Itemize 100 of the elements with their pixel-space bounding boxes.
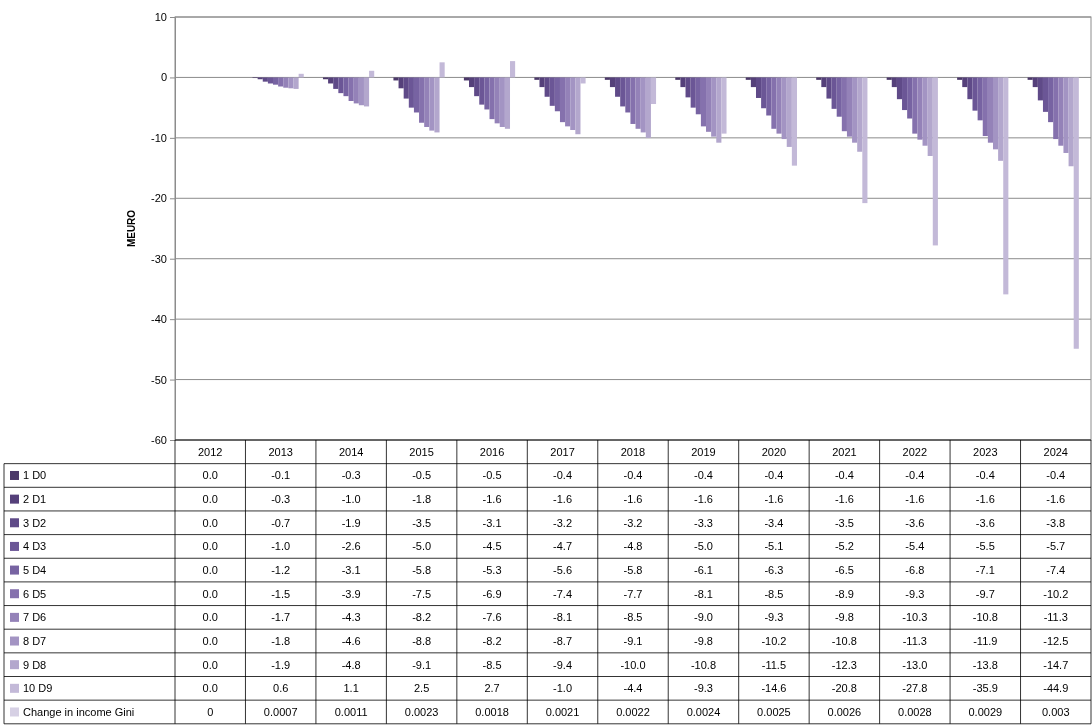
data-label: -10.8	[831, 635, 857, 648]
x-tick-label: 2017	[550, 445, 575, 458]
data-label: -9.3	[905, 587, 925, 600]
legend-label: Change in income Gini	[23, 705, 135, 718]
y-tick-label: -10	[151, 131, 167, 144]
bar	[439, 62, 445, 78]
bar	[987, 77, 993, 143]
data-label: -9.3	[764, 611, 784, 624]
bar	[267, 77, 274, 84]
data-label: -0.1	[271, 469, 291, 482]
data-label: -0.4	[623, 469, 643, 482]
bar	[559, 77, 566, 123]
bar	[650, 77, 657, 105]
bar	[680, 77, 686, 88]
bar	[604, 77, 610, 80]
bar	[358, 77, 364, 106]
bar	[1042, 77, 1049, 112]
bar	[1053, 77, 1059, 140]
y-tick-label: -30	[151, 252, 167, 265]
legend-label: 7 D6	[23, 611, 47, 624]
data-label: -9.4	[553, 658, 573, 671]
bar	[1063, 77, 1069, 153]
x-tick-label: 2014	[338, 445, 364, 458]
data-label: 0.0	[202, 635, 218, 648]
data-label: 0.0024	[686, 705, 721, 718]
data-label: 0.0021	[545, 705, 580, 718]
data-label: -6.9	[482, 587, 502, 600]
bar	[333, 77, 339, 89]
data-label: -1.9	[341, 516, 361, 529]
data-label: -0.3	[271, 493, 291, 506]
data-label: -0.4	[905, 469, 925, 482]
x-tick-label: 2020	[761, 445, 787, 458]
bar	[273, 77, 279, 85]
data-label: -3.1	[341, 564, 361, 577]
bar	[836, 77, 842, 117]
data-label: -0.5	[412, 469, 432, 482]
bar	[781, 77, 787, 140]
bar	[1073, 77, 1079, 349]
bar	[615, 77, 621, 97]
data-label: -8.1	[693, 587, 713, 600]
data-label: -1.6	[1046, 493, 1066, 506]
data-label: 0.0011	[334, 705, 368, 718]
legend-label: 10 D9	[23, 682, 53, 695]
data-label: -3.6	[905, 516, 925, 529]
data-label: -3.1	[482, 516, 502, 529]
bar	[695, 77, 701, 115]
data-label: -9.0	[693, 611, 713, 624]
bar	[1068, 77, 1074, 167]
data-label: -1.0	[271, 540, 291, 553]
bar	[857, 77, 863, 152]
data-label: 0.0	[202, 564, 218, 577]
x-tick-label: 2015	[409, 445, 434, 458]
bar	[580, 77, 586, 84]
data-label: -5.4	[905, 540, 925, 553]
bar	[716, 77, 722, 143]
bar	[469, 77, 475, 88]
data-label: -7.4	[553, 587, 573, 600]
bar	[721, 77, 727, 134]
bar	[1003, 77, 1009, 295]
bar	[625, 77, 631, 113]
data-label: -10.8	[690, 658, 716, 671]
bar	[1058, 77, 1064, 146]
data-label: -1.8	[271, 635, 291, 648]
data-label: -1.6	[834, 493, 854, 506]
data-label: -8.7	[553, 635, 573, 648]
bar	[463, 77, 470, 81]
bar	[927, 77, 933, 156]
data-label: -1.8	[412, 493, 432, 506]
bar	[504, 77, 511, 129]
data-label: -12.3	[831, 658, 857, 671]
data-label: -0.4	[764, 469, 784, 482]
bar	[992, 77, 999, 150]
data-label: -8.8	[412, 635, 432, 648]
data-label: -10.2	[761, 635, 787, 648]
data-label: -9.1	[623, 635, 643, 648]
data-label: -7.1	[975, 564, 995, 577]
data-label: -4.3	[341, 611, 361, 624]
data-label: -14.7	[1043, 658, 1069, 671]
data-label: -6.5	[834, 564, 854, 577]
data-label: 0.0	[202, 493, 218, 506]
data-label: 0.003	[1042, 705, 1070, 718]
bar	[429, 77, 435, 131]
data-label: -14.6	[761, 682, 787, 695]
bar	[907, 77, 913, 119]
data-label: -1.6	[482, 493, 502, 506]
bar	[962, 77, 968, 88]
bar	[262, 77, 268, 82]
data-label: -8.2	[412, 611, 432, 624]
bar	[398, 77, 404, 89]
data-label: -11.3	[1043, 611, 1068, 624]
data-label: 0.0	[202, 658, 218, 671]
data-label: 2.5	[413, 682, 430, 695]
bar	[957, 77, 963, 80]
data-label: -1.6	[623, 493, 643, 506]
data-label: 0.0018	[475, 705, 509, 718]
bar	[575, 77, 581, 135]
data-label: -8.2	[482, 635, 502, 648]
data-label: 2.7	[484, 682, 500, 695]
data-label: 0.0028	[898, 705, 932, 718]
x-tick-label: 2019	[691, 445, 716, 458]
